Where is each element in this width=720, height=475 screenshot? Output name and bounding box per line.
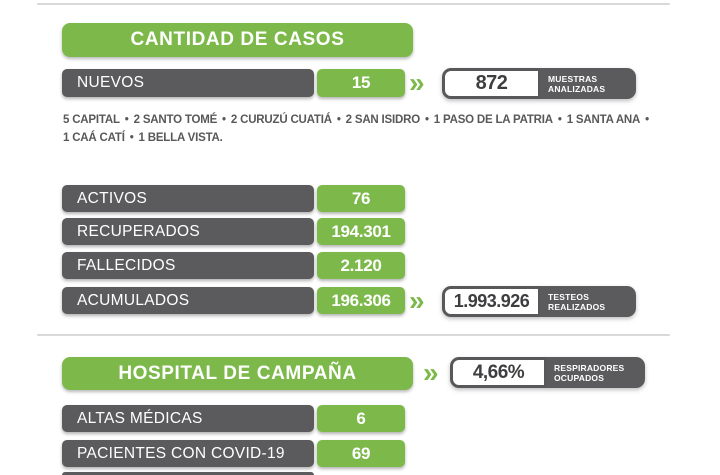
discharges-label: ALTAS MÉDICAS [77,409,203,427]
active-cases-label-bar: ACTIVOS [62,185,314,212]
tests-label-line2: REALIZADOS [548,301,606,312]
samples-label-box: MUESTRAS ANALIZADAS [540,68,636,99]
cases-section-title-bar: CANTIDAD DE CASOS [62,23,413,57]
chevrons-right-icon: » [409,67,425,98]
respirators-label-box: RESPIRADORES OCUPADOS [546,357,645,388]
deceased-label-bar: FALLECIDOS [62,252,314,279]
accumulated-label: ACUMULADOS [77,291,190,309]
respirators-value-box: 4,66% [450,357,547,388]
chevrons-right-icon: » [423,357,439,388]
chevrons-right-icon: » [409,285,425,316]
new-cases-breakdown: 5 CAPITAL • 2 SANTO TOMÉ • 2 CURUZÚ CUAT… [63,114,649,144]
section-divider [37,334,670,336]
deceased-value: 2.120 [340,255,382,275]
respirators-label-line1: RESPIRADORES [554,362,625,373]
recovered-value: 194.301 [331,221,391,241]
accumulated-value: 196.306 [331,290,391,310]
respirators-callout: 4,66% RESPIRADORES OCUPADOS [450,357,645,388]
new-cases-label: NUEVOS [77,74,145,91]
samples-label-line1: MUESTRAS [548,73,598,84]
recovered-label-bar: RECUPERADOS [62,218,314,245]
recovered-value-box: 194.301 [317,218,405,245]
covid-patients-value-box: 69 [317,440,405,467]
tests-label-box: TESTEOS REALIZADOS [540,286,636,317]
accumulated-label-bar: ACUMULADOS [62,287,314,314]
cropped-next-row-bar [62,472,314,475]
cases-section-title: CANTIDAD DE CASOS [130,29,345,50]
hospital-section-title: HOSPITAL DE CAMPAÑA [118,362,357,384]
recovered-label: RECUPERADOS [77,222,201,240]
samples-value-box: 872 [442,68,541,99]
samples-value: 872 [475,72,508,94]
samples-label-line2: ANALIZADAS [548,83,606,94]
hospital-section-title-bar: HOSPITAL DE CAMPAÑA [62,357,413,390]
samples-analyzed-callout: 872 MUESTRAS ANALIZADAS [442,68,636,99]
accumulated-value-box: 196.306 [317,287,405,314]
top-divider [37,3,670,5]
discharges-value: 6 [356,408,366,428]
tests-value-box: 1.993.926 [442,286,541,317]
covid-patients-label: PACIENTES CON COVID-19 [77,444,285,462]
active-cases-value: 76 [351,188,371,208]
tests-performed-callout: 1.993.926 TESTEOS REALIZADOS [442,286,636,317]
respirators-value: 4,66% [472,361,525,383]
discharges-label-bar: ALTAS MÉDICAS [62,405,314,432]
covid-patients-label-bar: PACIENTES CON COVID-19 [62,440,314,467]
new-cases-value: 15 [351,73,371,92]
tests-label-line1: TESTEOS [548,291,590,302]
discharges-value-box: 6 [317,405,405,432]
deceased-value-box: 2.120 [317,252,405,279]
respirators-label-line2: OCUPADOS [554,372,605,383]
new-cases-label-bar: NUEVOS [62,69,314,97]
covid-patients-value: 69 [351,443,371,463]
deceased-label: FALLECIDOS [77,256,176,274]
new-cases-value-box: 15 [317,69,405,97]
tests-value: 1.993.926 [453,291,530,311]
active-cases-value-box: 76 [317,185,405,212]
active-cases-label: ACTIVOS [77,189,148,207]
